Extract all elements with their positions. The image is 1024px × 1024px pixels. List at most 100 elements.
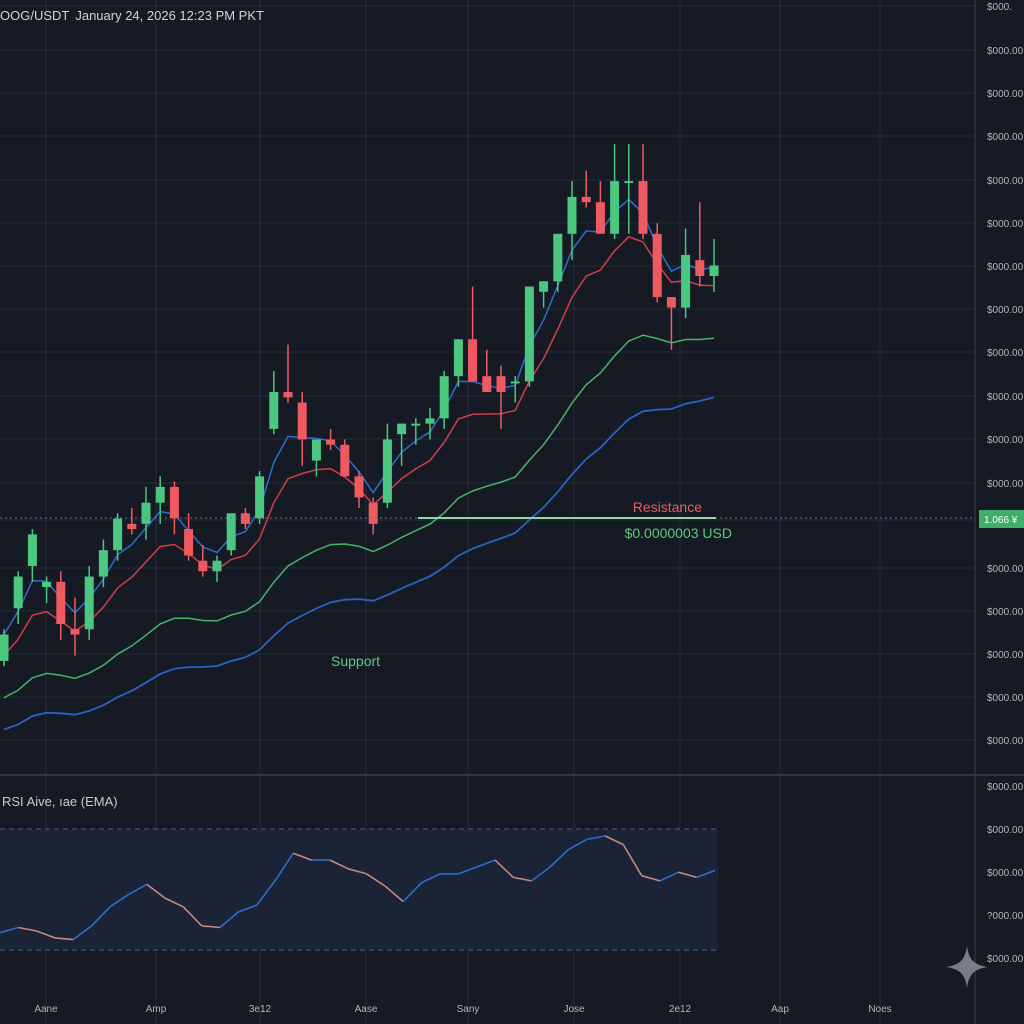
rsi-line-segment [384,885,404,903]
price-tick-label: $000.00 [987,607,1024,618]
rsi-line-segment [146,883,166,899]
time-tick-label: Jose [563,1004,585,1015]
price-tick-label: $000.00 [987,89,1024,100]
price-tick-label: $000.00 [987,650,1024,661]
chart-annotations: Resistance $0.0000003 USD Support [0,499,975,669]
candle-body [255,476,265,519]
current-price-tag-bg [979,510,1024,528]
candle-body [610,181,620,234]
time-tick-label: Sany [457,1004,480,1015]
candle-body [666,297,676,308]
rsi-line-segment [604,835,624,846]
ema-red-line [3,235,715,657]
rsi-line-segment [18,926,37,932]
rsi-tick-label: $000.00 [987,782,1024,793]
candle-body [468,339,478,382]
rsi-line-segment [36,930,56,939]
rsi-line-segment [54,937,74,941]
price-tick-label: $000.00 [987,736,1024,747]
chart-header: OOG/USDT January 24, 2026 12:23 PM PKT [0,8,270,23]
candle-body [340,444,350,477]
candle-body [226,513,236,551]
ema-fast-line [3,198,715,635]
rsi-line-segment [219,911,239,929]
time-tick-label: Aane [34,1004,58,1015]
rsi-line-segment [531,866,551,882]
candle-body [581,196,591,203]
time-tick-label: 2e12 [669,1004,692,1015]
rsi-line-segment [659,871,679,882]
rsi-line-segment [421,873,441,884]
rsi-line-segment [476,859,496,868]
rsi-line-segment [458,866,477,875]
resistance-value: $0.0000003 USD [625,525,732,541]
candlestick-series [0,144,719,667]
candle-body [84,576,94,630]
candle-body [113,518,123,551]
candle-body [297,402,307,440]
candle-body [439,376,449,419]
price-tick-label: $000.00 [987,46,1024,57]
candle-body [354,476,364,498]
rsi-line-segment [127,883,148,896]
rsi-line-segment [274,852,294,882]
price-tick-label: $000.00 [987,132,1024,143]
time-tick-label: 3e12 [249,1004,272,1015]
candle-body [397,423,407,435]
candle-body [382,439,392,503]
candle-body [652,233,662,298]
rsi-line-segment [72,925,93,941]
candle-body [524,286,534,382]
rsi-line-segment [402,882,423,903]
rsi-line-segment [0,926,19,934]
time-tick-label: Aap [771,1004,789,1015]
rsi-line-segment [256,880,276,906]
rsi-line-segment [678,871,697,879]
rsi-line-segment [494,859,514,878]
chart-datetime: January 24, 2026 12:23 PM PKT [75,8,264,23]
candle-body [624,181,634,184]
ema-green-line [3,334,715,699]
rsi-line-segment [348,868,367,875]
candle-body [311,439,321,461]
rsi-line-segment [696,869,716,879]
candle-body [13,576,23,609]
rsi-line-segment [238,904,257,913]
candle-body [368,502,378,524]
candle-body [212,560,222,572]
rsi-line-segment [641,874,661,882]
candle-body [539,281,549,292]
candle-body [482,376,492,392]
candle-body [553,233,563,282]
price-tick-label: $000.00 [987,219,1024,230]
price-tick-label: $000.00 [987,564,1024,575]
symbol-label: OOG/USDT [0,8,70,23]
rsi-line-segment [182,906,203,927]
candle-body [326,439,336,445]
price-tick-label: $000.00 [987,392,1024,403]
candle-body [184,529,194,556]
rsi-tick-label: $000.00 [987,954,1024,965]
price-tick-label: $000.00 [987,693,1024,704]
candle-body [127,523,137,530]
candle-body [169,486,179,519]
rsi-line-segment [366,873,386,887]
sparkle-icon [946,946,988,988]
rsi-line-segment [567,838,588,851]
rsi-tick-label: $000.00 [987,868,1024,879]
rsi-tick-label: ?000.00 [987,911,1024,922]
price-tick-label: $000.00 [987,435,1024,446]
candle-body [98,550,108,577]
candle-body [0,634,9,661]
candle-body [638,181,648,234]
candle-body [141,502,151,524]
candle-body [27,534,37,566]
candle-body [56,581,66,624]
current-price-tag: 1.066 ¥ [984,515,1018,526]
rsi-line-segment [586,835,606,841]
price-tick-label: $000. [987,2,1012,13]
rsi-line-segment [201,925,221,929]
candle-body [70,629,80,635]
candle-body [283,392,293,398]
